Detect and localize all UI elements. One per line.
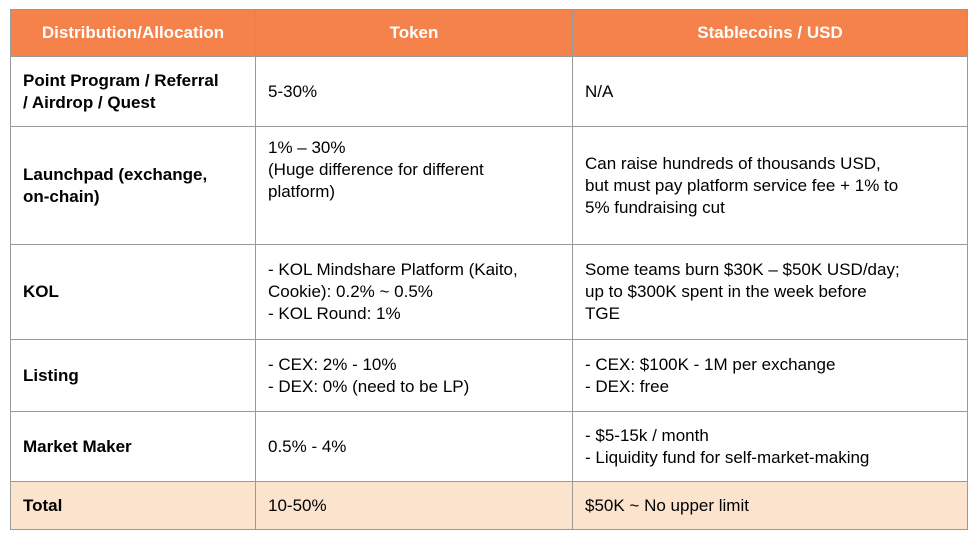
- row-category-cell: KOL: [10, 244, 256, 340]
- cell-line: $50K ~ No upper limit: [585, 495, 749, 515]
- column-header-token: Token: [255, 9, 573, 57]
- cell-line: - DEX: 0% (need to be LP): [268, 376, 470, 396]
- table-row: Launchpad (exchange, on-chain) 1% – 30% …: [10, 126, 968, 245]
- table-row: Market Maker 0.5% - 4% - $5-15k / month …: [10, 411, 968, 482]
- row-usd-cell: Some teams burn $30K – $50K USD/day; up …: [572, 244, 968, 340]
- cell-line: - CEX: $100K - 1M per exchange: [585, 354, 836, 374]
- table-row: KOL - KOL Mindshare Platform (Kaito, Coo…: [10, 244, 968, 340]
- cell-line: 5-30%: [268, 81, 318, 101]
- row-category-cell: Point Program / Referral / Airdrop / Que…: [10, 56, 256, 127]
- cell-line: Some teams burn $30K – $50K USD/day;: [585, 260, 900, 279]
- total-token-cell: 10-50%: [255, 481, 573, 530]
- cell-line: - CEX: 2% - 10%: [268, 354, 397, 374]
- cell-line: - KOL Round: 1%: [268, 304, 401, 323]
- row-usd-cell: Can raise hundreds of thousands USD, but…: [572, 126, 968, 245]
- table-row: Point Program / Referral / Airdrop / Que…: [10, 56, 968, 127]
- row-category-cell: Listing: [10, 339, 256, 412]
- cell-line: Point Program / Referral: [23, 70, 219, 90]
- row-usd-cell: - CEX: $100K - 1M per exchange - DEX: fr…: [572, 339, 968, 412]
- cell-line: KOL: [23, 282, 59, 301]
- column-header-distribution: Distribution/Allocation: [10, 9, 256, 57]
- cell-line: on-chain): [23, 186, 100, 206]
- cell-line: 0.5% - 4%: [268, 436, 347, 456]
- cell-line: Cookie): 0.2% ~ 0.5%: [268, 282, 433, 301]
- table-row: Listing - CEX: 2% - 10% - DEX: 0% (need …: [10, 339, 968, 412]
- cell-line: (Huge difference for different: [268, 160, 484, 179]
- total-row: Total 10-50% $50K ~ No upper limit: [10, 481, 968, 530]
- row-usd-cell: - $5-15k / month - Liquidity fund for se…: [572, 411, 968, 482]
- row-token-cell: 5-30%: [255, 56, 573, 127]
- cell-line: 5% fundraising cut: [585, 197, 725, 217]
- row-category-cell: Launchpad (exchange, on-chain): [10, 126, 256, 245]
- cell-line: 1% – 30%: [268, 138, 346, 157]
- cell-line: up to $300K spent in the week before: [585, 282, 867, 301]
- cell-line: platform): [268, 182, 336, 201]
- row-token-cell: 1% – 30% (Huge difference for different …: [255, 126, 573, 245]
- cell-line: 10-50%: [268, 495, 327, 515]
- cell-line: Launchpad (exchange,: [23, 164, 208, 184]
- cell-line: - KOL Mindshare Platform (Kaito,: [268, 260, 518, 279]
- row-token-cell: - CEX: 2% - 10% - DEX: 0% (need to be LP…: [255, 339, 573, 412]
- allocation-table: Distribution/Allocation Token Stablecoin…: [10, 9, 968, 530]
- cell-line: - DEX: free: [585, 376, 670, 396]
- total-category-cell: Total: [10, 481, 256, 530]
- total-usd-cell: $50K ~ No upper limit: [572, 481, 968, 530]
- row-token-cell: - KOL Mindshare Platform (Kaito, Cookie)…: [255, 244, 573, 340]
- allocation-table-container: Distribution/Allocation Token Stablecoin…: [10, 9, 968, 530]
- row-token-cell: 0.5% - 4%: [255, 411, 573, 482]
- cell-line: Total: [23, 495, 63, 515]
- cell-line: Listing: [23, 365, 79, 385]
- cell-line: - Liquidity fund for self-market-making: [585, 447, 870, 467]
- cell-line: N/A: [585, 81, 614, 101]
- row-category-cell: Market Maker: [10, 411, 256, 482]
- table-header-row: Distribution/Allocation Token Stablecoin…: [10, 9, 968, 57]
- cell-line: - $5-15k / month: [585, 425, 709, 445]
- cell-line: / Airdrop / Quest: [23, 92, 156, 112]
- cell-line: Market Maker: [23, 436, 132, 456]
- row-usd-cell: N/A: [572, 56, 968, 127]
- cell-line: Can raise hundreds of thousands USD,: [585, 153, 881, 173]
- cell-line: but must pay platform service fee + 1% t…: [585, 175, 899, 195]
- cell-line: TGE: [585, 304, 620, 323]
- column-header-stablecoins: Stablecoins / USD: [572, 9, 968, 57]
